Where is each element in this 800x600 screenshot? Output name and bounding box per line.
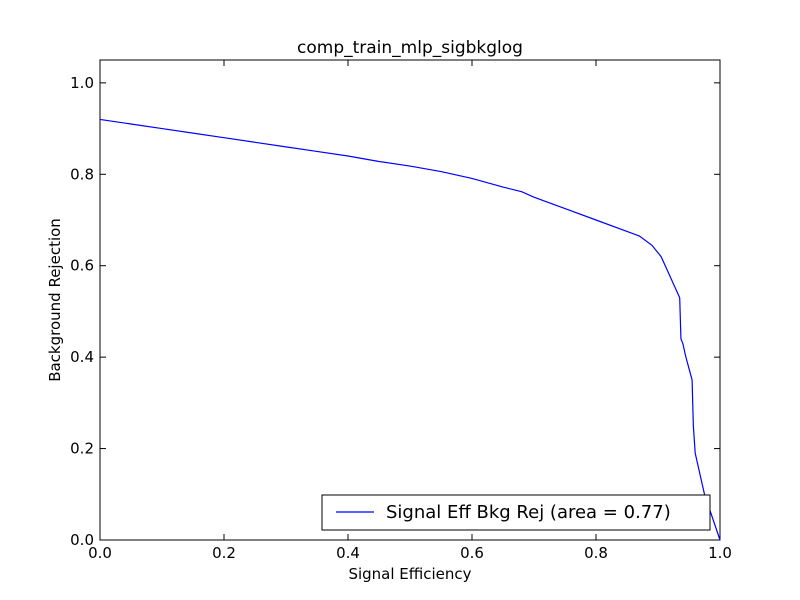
legend-label: Signal Eff Bkg Rej (area = 0.77) xyxy=(386,502,671,523)
legend: Signal Eff Bkg Rej (area = 0.77) xyxy=(321,494,711,531)
x-tick-label: 0.8 xyxy=(584,544,608,562)
chart-title: comp_train_mlp_sigbkglog xyxy=(297,38,523,58)
axes-frame xyxy=(99,59,721,541)
y-tick-label: 1.0 xyxy=(70,74,94,92)
x-tick-label: 0.0 xyxy=(88,544,112,562)
x-axis-label: Signal Efficiency xyxy=(348,565,471,583)
y-tick-label: 0.4 xyxy=(70,348,94,366)
y-tick-label: 0.2 xyxy=(70,440,94,458)
series-lines xyxy=(99,118,721,541)
y-tick-label: 0.0 xyxy=(70,531,94,549)
x-tick-label: 0.4 xyxy=(336,544,360,562)
y-tick-label: 0.6 xyxy=(70,257,94,275)
plot-area: 0.0 0.2 0.4 0.6 0.8 1.0 0.0 0.2 0.4 0.6 0.8 1.0 xyxy=(70,59,732,562)
series-line xyxy=(99,118,721,541)
legend-box xyxy=(321,494,711,531)
x-tick-label: 1.0 xyxy=(708,544,732,562)
y-axis-label: Background Rejection xyxy=(46,218,64,382)
x-tick-label: 0.6 xyxy=(460,544,484,562)
y-tick-label: 0.8 xyxy=(70,165,94,183)
ticks: 0.0 0.2 0.4 0.6 0.8 1.0 0.0 0.2 0.4 0.6 0.8 1.0 xyxy=(70,60,732,562)
x-tick-label: 0.2 xyxy=(212,544,236,562)
